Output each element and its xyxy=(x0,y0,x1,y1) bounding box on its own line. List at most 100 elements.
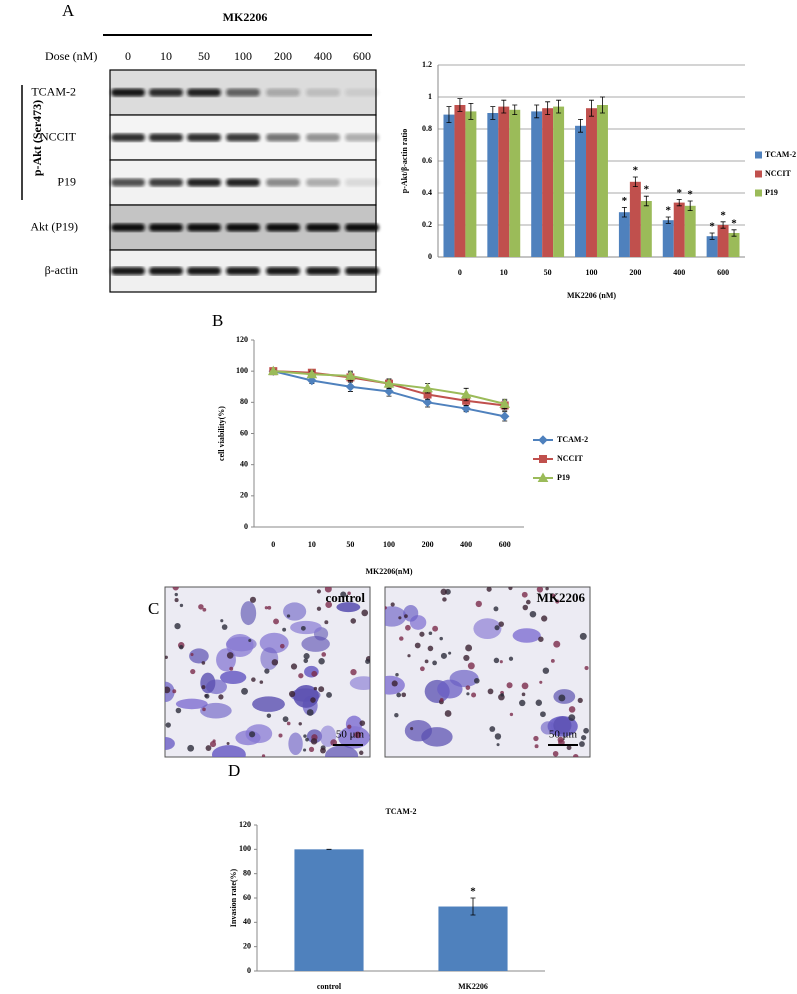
cell xyxy=(301,635,330,652)
pore xyxy=(463,654,470,662)
blot: 0 10 50 100 200 400 600 TCAM-2 NCCIT P19 Akt (P19)… xyxy=(30,49,379,293)
x-tick-label: control xyxy=(317,982,342,991)
pore xyxy=(361,609,369,617)
pore xyxy=(278,733,283,738)
error-bar xyxy=(446,106,452,123)
bar xyxy=(553,106,565,257)
error-bar xyxy=(676,199,682,207)
bar xyxy=(640,201,652,257)
chart: 0 0.2 0.4 0.6 0.8 1 1.2 p-Akt/β-actin ratio MK22… xyxy=(400,60,796,300)
pore xyxy=(538,636,544,642)
cell xyxy=(235,730,261,746)
blot-band xyxy=(226,133,260,142)
error-bar xyxy=(490,106,496,120)
pore xyxy=(500,693,504,697)
pore xyxy=(542,667,550,674)
point xyxy=(384,386,394,397)
error-bar xyxy=(470,897,476,916)
pore xyxy=(359,720,366,726)
pore xyxy=(248,638,252,642)
pore xyxy=(303,653,310,660)
cell xyxy=(290,620,322,635)
bar xyxy=(717,225,729,257)
pore xyxy=(204,693,210,699)
blot-band xyxy=(266,178,300,187)
y-tick-label: 100 xyxy=(239,844,251,853)
pore xyxy=(202,607,207,612)
pore xyxy=(489,726,496,732)
pore xyxy=(271,659,279,666)
error-bar xyxy=(643,195,649,207)
bar xyxy=(706,236,718,257)
blot-band xyxy=(266,267,300,275)
legend-marker xyxy=(537,472,549,482)
blot-band xyxy=(187,267,221,275)
significance-marker: * xyxy=(470,886,476,898)
error-bar xyxy=(457,98,463,112)
cell xyxy=(336,602,361,613)
pore xyxy=(350,668,357,676)
pore xyxy=(321,652,327,657)
pore xyxy=(540,711,546,718)
pore xyxy=(401,692,407,698)
pore xyxy=(439,698,444,702)
pore xyxy=(519,699,526,707)
pore xyxy=(249,731,256,738)
pore xyxy=(298,673,304,679)
cell xyxy=(403,604,419,622)
cell xyxy=(540,721,556,735)
error-bar xyxy=(632,176,638,187)
y-axis-label: cell viability(%) xyxy=(217,406,226,461)
cell xyxy=(240,601,257,626)
pore xyxy=(320,747,326,754)
pore xyxy=(465,644,473,652)
blot-band xyxy=(111,133,145,142)
pore xyxy=(473,677,480,684)
chart-title: TCAM-2 xyxy=(385,807,416,816)
blot-row-label: NCCIT xyxy=(40,129,77,143)
pore xyxy=(249,596,257,603)
blot-band xyxy=(345,178,379,187)
cell xyxy=(437,679,463,699)
error-bar xyxy=(720,221,726,229)
cell xyxy=(175,698,208,710)
dose-tick-label: 10 xyxy=(160,49,172,63)
blot-band xyxy=(149,223,183,232)
pore xyxy=(324,620,329,625)
pore xyxy=(521,692,526,697)
x-tick-label: 200 xyxy=(422,540,434,549)
pore xyxy=(508,656,514,661)
pore xyxy=(221,624,228,630)
blot-band xyxy=(266,133,300,142)
pore xyxy=(273,618,279,625)
y-tick-label: 120 xyxy=(236,335,248,344)
x-tick-label: 50 xyxy=(544,268,552,277)
y-axis-label: p-Akt/β-actin ratio xyxy=(400,129,409,193)
significance-marker: * xyxy=(731,217,737,229)
pore xyxy=(174,623,181,630)
pore xyxy=(550,658,555,663)
pore xyxy=(385,606,387,610)
dose-tick-label: 50 xyxy=(198,49,210,63)
dose-tick-label: 0 xyxy=(125,49,131,63)
dose-tick-label: 600 xyxy=(353,49,371,63)
pore xyxy=(279,643,285,649)
point xyxy=(307,375,317,386)
y-tick-label: 60 xyxy=(243,893,251,902)
blot-band xyxy=(187,223,221,232)
blot-band xyxy=(226,267,260,275)
pore xyxy=(290,663,298,670)
y-tick-label: 0.4 xyxy=(422,188,432,197)
pore xyxy=(529,610,537,618)
error-bar xyxy=(599,96,605,114)
y-tick-label: 0.6 xyxy=(422,156,432,165)
legend-label: P19 xyxy=(765,188,778,197)
bar xyxy=(542,108,554,257)
pore xyxy=(440,588,447,595)
pore xyxy=(539,680,543,684)
pore xyxy=(579,632,587,640)
pore xyxy=(398,616,402,620)
pore xyxy=(521,591,528,598)
blot-band xyxy=(111,88,145,97)
